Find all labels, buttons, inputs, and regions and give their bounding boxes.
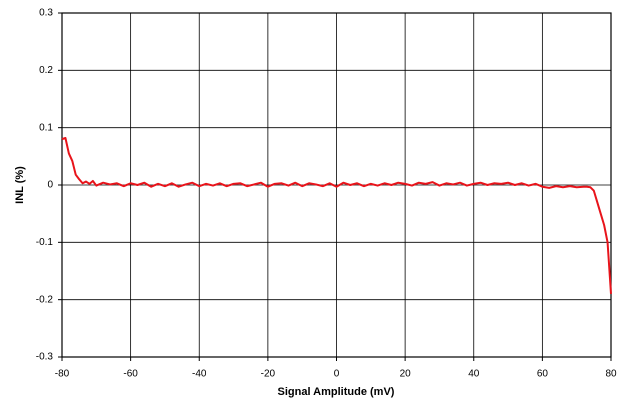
plot-frame <box>61 12 612 358</box>
x-tick-label: 0 <box>334 369 340 380</box>
x-tick-label: 20 <box>400 369 412 380</box>
data-line <box>61 136 612 294</box>
y-tick-label: -0.1 <box>36 237 54 248</box>
y-tick-label: 0.3 <box>39 8 53 19</box>
x-tick-label: -40 <box>192 369 207 380</box>
x-tick-label: -60 <box>123 369 138 380</box>
y-tick-label: 0.1 <box>39 122 53 133</box>
x-axis-title: Signal Amplitude (mV) <box>278 386 395 398</box>
x-tick-label: -80 <box>55 369 70 380</box>
y-tick-label: 0.2 <box>39 65 53 76</box>
x-tick-label: 60 <box>537 369 549 380</box>
x-tick-label: -20 <box>261 369 276 380</box>
y-tick-label: -0.3 <box>36 352 54 363</box>
y-tick-label: 0 <box>47 180 53 191</box>
x-tick-label: 80 <box>605 369 617 380</box>
x-tick-label: 40 <box>468 369 480 380</box>
y-tick-label: -0.2 <box>36 294 54 305</box>
y-axis-title: INL (%) <box>14 166 26 204</box>
